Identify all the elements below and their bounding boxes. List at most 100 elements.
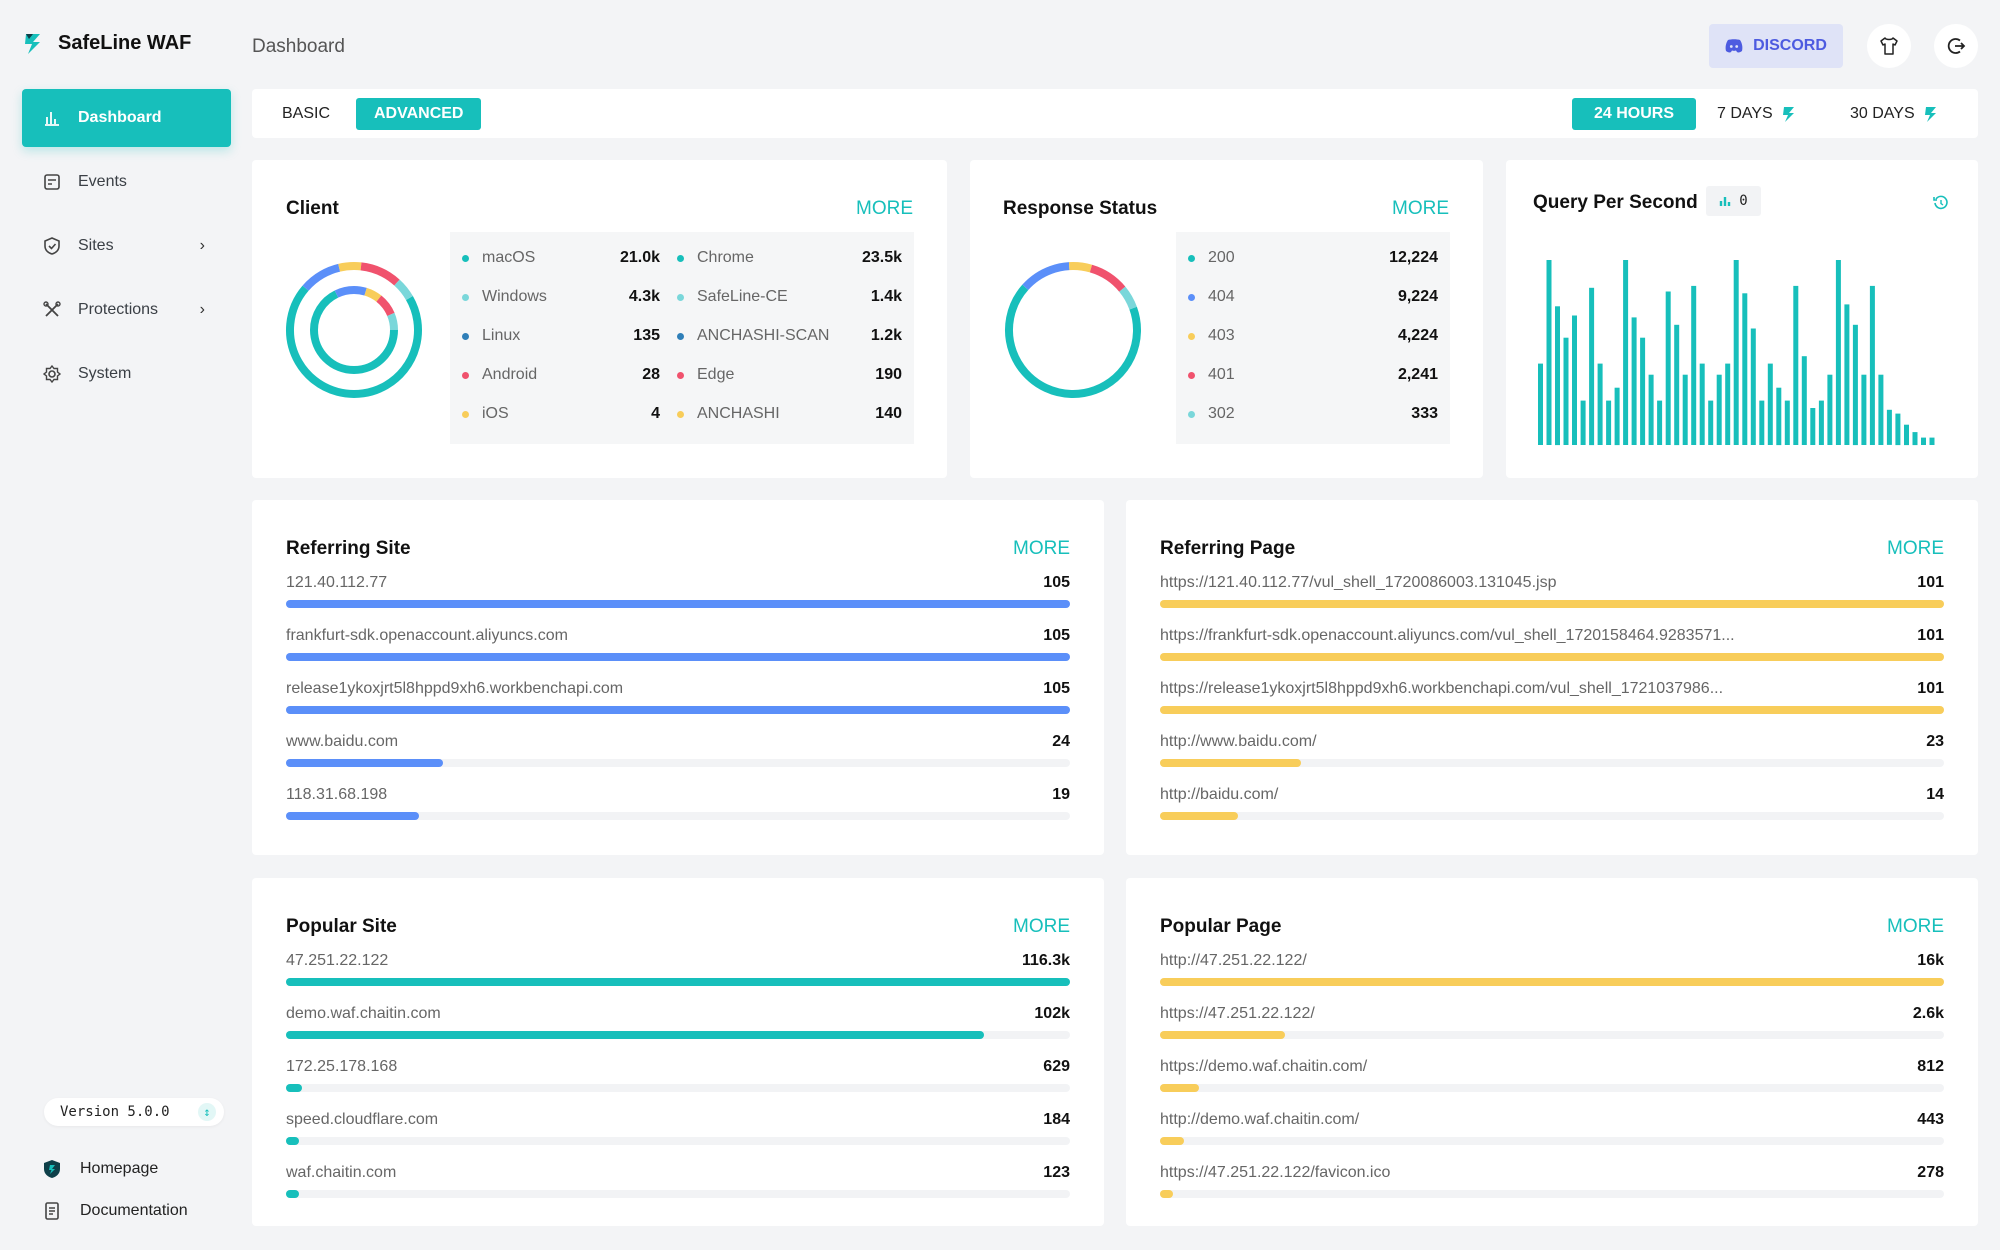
progress-track — [286, 978, 1070, 986]
sidebar-item-sites[interactable]: Sites › — [22, 217, 231, 275]
qps-bar — [1827, 374, 1833, 445]
refresh-icon[interactable] — [1932, 194, 1950, 212]
events-icon — [44, 174, 60, 190]
legend-item: macOS 21.0k — [462, 246, 660, 270]
item-count: 23 — [1926, 733, 1944, 750]
list-item[interactable]: 172.25.178.168 629 — [286, 1058, 1070, 1098]
qps-bar — [1708, 400, 1714, 445]
tab-basic[interactable]: BASIC — [282, 105, 331, 122]
shirt-button[interactable] — [1867, 24, 1911, 68]
sidebar-item-system[interactable]: System — [22, 345, 231, 403]
legend-dot — [1188, 293, 1195, 301]
documentation-label: Documentation — [80, 1202, 188, 1219]
list-item[interactable]: http://baidu.com/14 — [1160, 786, 1944, 826]
popular-site-more-link[interactable]: MORE — [1013, 916, 1070, 937]
progress-fill — [1160, 812, 1239, 820]
qps-bar — [1776, 387, 1782, 446]
progress-track — [1160, 653, 1944, 661]
referring-page-card: Referring Page MORE https://121.40.112.7… — [1126, 500, 1978, 855]
progress-track — [286, 653, 1070, 661]
logout-button[interactable] — [1934, 24, 1978, 68]
range-24-hours[interactable]: 24 HOURS — [1572, 98, 1697, 130]
qps-bar — [1699, 363, 1705, 445]
list-item[interactable]: https://47.251.22.122/favicon.ico 278 — [1160, 1164, 1944, 1204]
sidebar-item-dashboard[interactable]: Dashboard — [22, 89, 231, 147]
list-item[interactable]: 118.31.68.198 19 — [286, 786, 1070, 826]
item-count: 629 — [1043, 1058, 1070, 1075]
progress-fill — [1160, 759, 1302, 767]
legend-label: Linux — [482, 327, 521, 344]
app-logo[interactable]: SafeLine WAF — [20, 30, 191, 56]
qps-bar — [1904, 424, 1909, 446]
version-badge: Version 5.0.0 ↕ — [44, 1098, 224, 1126]
progress-fill — [286, 1137, 299, 1145]
item-label: https://47.251.22.122/ — [1160, 1005, 1315, 1022]
update-icon[interactable]: ↕ — [198, 1103, 216, 1121]
progress-track — [1160, 812, 1944, 820]
progress-fill — [286, 1190, 299, 1198]
legend-label: 403 — [1208, 327, 1235, 344]
pro-icon — [1782, 107, 1794, 122]
list-item[interactable]: https://demo.waf.chaitin.com/812 — [1160, 1058, 1944, 1098]
qps-bar — [1921, 437, 1926, 445]
response-more-link[interactable]: MORE — [1392, 198, 1449, 219]
list-item[interactable]: https://121.40.112.77/vul_shell_17200860… — [1160, 574, 1944, 614]
sidebar-item-protections[interactable]: Protections › — [22, 281, 231, 339]
progress-track — [1160, 1084, 1944, 1092]
list-item[interactable]: http://47.251.22.122/16k — [1160, 952, 1944, 992]
gear-icon — [42, 364, 62, 384]
list-item[interactable]: https://47.251.22.122/2.6k — [1160, 1005, 1944, 1045]
list-item[interactable]: demo.waf.chaitin.com 102k — [286, 1005, 1070, 1045]
item-count: 812 — [1917, 1058, 1944, 1075]
legend-value: 2,241 — [1397, 366, 1438, 383]
client-more-link[interactable]: MORE — [856, 198, 913, 219]
progress-track — [286, 706, 1070, 714]
qps-bar — [1716, 374, 1722, 445]
list-item[interactable]: http://www.baidu.com/23 — [1160, 733, 1944, 773]
list-item[interactable]: 47.251.22.122 116.3k — [286, 952, 1070, 992]
list-item[interactable]: https://frankfurt-sdk.openaccount.aliyun… — [1160, 627, 1944, 667]
item-count: 2.6k — [1912, 1005, 1944, 1022]
tshirt-icon — [1880, 37, 1898, 55]
item-label: 118.31.68.198 — [286, 786, 388, 803]
item-label: waf.chaitin.com — [286, 1164, 397, 1181]
chevron-right-icon: › — [199, 301, 205, 318]
progress-fill — [286, 812, 420, 820]
legend-item: iOS 4 — [462, 402, 660, 426]
qps-bar — [1895, 413, 1901, 446]
documentation-link[interactable]: Documentation — [42, 1190, 188, 1232]
item-count: 105 — [1043, 627, 1070, 644]
list-item[interactable]: release1ykoxjrt5l8hppd9xh6.workbenchapi.… — [286, 680, 1070, 720]
list-item[interactable]: waf.chaitin.com 123 — [286, 1164, 1070, 1204]
qps-bar — [1929, 437, 1935, 445]
item-count: 101 — [1917, 627, 1944, 644]
item-label: https://47.251.22.122/favicon.ico — [1160, 1164, 1391, 1181]
popular-page-more-link[interactable]: MORE — [1887, 916, 1944, 937]
list-item[interactable]: https://release1ykoxjrt5l8hppd9xh6.workb… — [1160, 680, 1944, 720]
qps-bar — [1759, 400, 1765, 445]
discord-button[interactable]: DISCORD — [1709, 24, 1843, 68]
sidebar-item-events[interactable]: Events — [22, 153, 231, 211]
list-item[interactable]: http://demo.waf.chaitin.com/443 — [1160, 1111, 1944, 1151]
progress-fill — [286, 653, 1070, 661]
legend-label: 404 — [1208, 288, 1235, 305]
list-item[interactable]: frankfurt-sdk.openaccount.aliyuncs.com 10… — [286, 627, 1070, 667]
progress-fill — [1160, 1031, 1286, 1039]
safeline-logo-icon — [25, 34, 40, 54]
referring-site-more-link[interactable]: MORE — [1013, 538, 1070, 559]
progress-track — [1160, 600, 1944, 608]
progress-fill — [286, 978, 1070, 986]
tab-advanced[interactable]: ADVANCED — [356, 98, 482, 130]
list-item[interactable]: 121.40.112.77 105 — [286, 574, 1070, 614]
homepage-link[interactable]: Homepage — [42, 1148, 188, 1190]
referring-page-more-link[interactable]: MORE — [1887, 538, 1944, 559]
progress-fill — [1160, 1137, 1184, 1145]
range-7-days[interactable]: 7 DAYS — [1699, 98, 1815, 130]
qps-bar — [1563, 337, 1569, 445]
list-item[interactable]: speed.cloudflare.com 184 — [286, 1111, 1070, 1151]
progress-fill — [286, 759, 443, 767]
range-30-days[interactable]: 30 DAYS — [1832, 98, 1957, 130]
item-label: http://47.251.22.122/ — [1160, 952, 1307, 969]
legend-item: Linux 135 — [462, 324, 660, 348]
list-item[interactable]: www.baidu.com 24 — [286, 733, 1070, 773]
